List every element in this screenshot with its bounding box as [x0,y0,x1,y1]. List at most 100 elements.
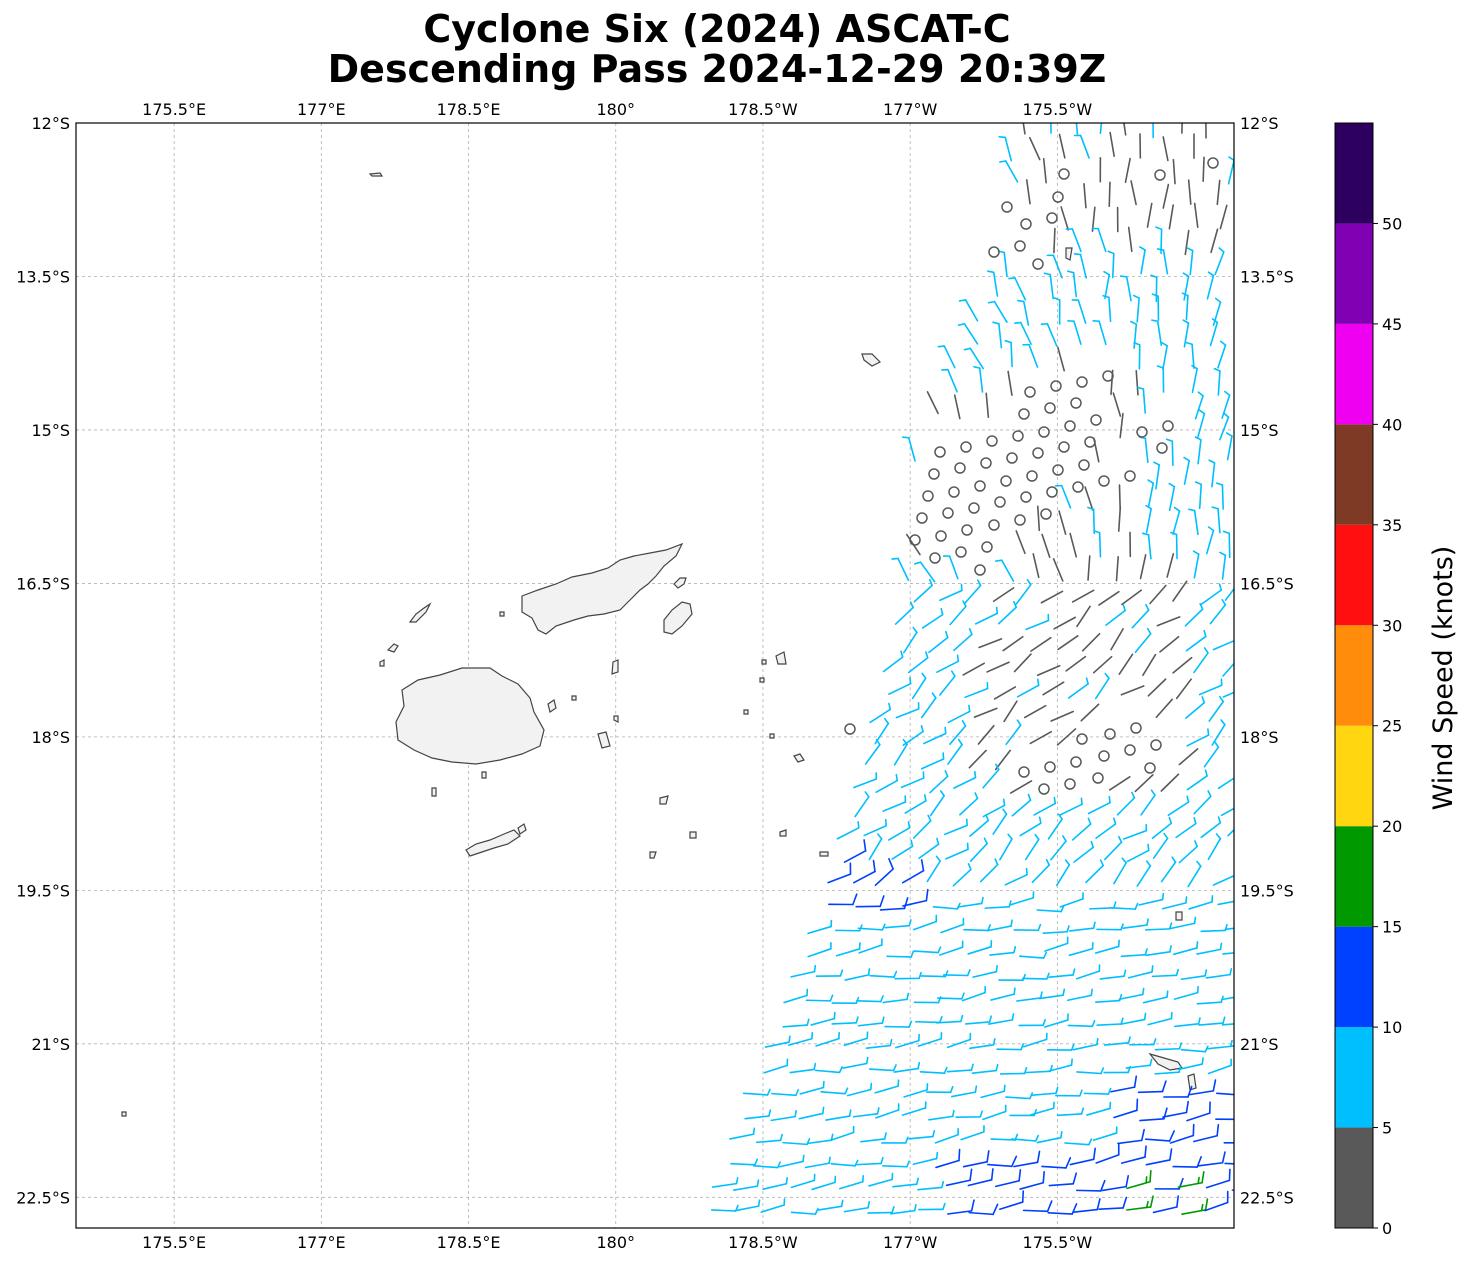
wind-barb [1059,892,1084,908]
wind-barb [1166,553,1175,578]
wind-barb [1175,817,1197,839]
wind-barb [941,368,958,393]
wind-barb [1080,703,1100,722]
wind-barb [1120,1012,1147,1025]
wind-barb [1053,297,1061,325]
wind-barb [835,942,861,957]
wind-barb [1120,685,1145,696]
wind-barb [1112,392,1122,417]
wind-barb [1050,710,1075,722]
island-kabara [779,829,787,837]
wind-barb [903,1083,929,1098]
calm-wind-circle [1136,426,1148,438]
wind-barb [1128,1038,1157,1046]
wind-barb [1009,780,1033,794]
wind-barb [1053,616,1077,630]
wind-barb [1117,506,1122,532]
wind-barb [920,752,945,770]
wind-barb [1151,293,1160,321]
wind-barb [957,322,979,345]
wind-barb [1067,677,1089,699]
wind-barb [952,863,972,887]
wind-barb [1165,438,1174,467]
calm-wind-circle [942,507,954,519]
wind-barb [790,1207,819,1215]
wind-barb [1187,508,1199,536]
wind-barb [1025,613,1050,631]
calm-wind-circle [929,552,941,564]
wind-barb [1167,795,1190,816]
wind-barb [1193,1124,1220,1143]
wind-barb [1126,843,1150,863]
wind-barb [939,940,964,956]
wind-barb [1058,133,1066,159]
colorbar-bin [1335,223,1373,324]
wind-barb [978,638,1003,649]
wind-barb [1036,905,1065,913]
island-waya [386,643,399,653]
wind-barb [1005,719,1022,746]
wind-barb [820,1087,849,1095]
calm-wind-circle [1124,744,1136,756]
wind-barb [799,1080,825,1095]
wind-barb [985,392,990,419]
wind-barb [853,772,878,789]
wind-barb [967,1168,994,1187]
wind-barb [846,1082,873,1097]
wind-barb [939,670,956,696]
wind-barb [814,1066,843,1074]
bottom-lon-tick-label: 180° [596,1233,635,1252]
wind-barb [1187,179,1192,205]
wind-barb [1024,833,1040,861]
wind-barb [1054,484,1072,509]
island-kadavu [465,829,521,857]
map-gridlines [76,122,1234,1228]
wind-barb [817,1199,844,1211]
wind-barb [936,992,965,1000]
calm-wind-circle [1052,464,1064,476]
wind-barb [1161,896,1188,910]
wind-barb [999,833,1013,861]
wind-barb [1139,1107,1168,1122]
island-small-7 [481,771,487,779]
wind-barb [1115,555,1120,582]
wind-barb [1213,367,1221,396]
map-frame [75,122,1235,1229]
wind-barb [1081,632,1101,652]
wind-barb [810,1011,836,1026]
island-small-3 [759,677,765,683]
wind-barb [1094,939,1120,954]
wind-barb [1227,156,1234,185]
wind-barb [762,1176,788,1190]
wind-barb [901,859,925,884]
calm-wind-circle [1032,447,1044,459]
wind-barb [1220,807,1234,817]
wind-barb [947,738,963,765]
wind-barb [1224,927,1234,931]
calm-wind-circle [1072,481,1084,493]
wind-barb [1222,952,1234,955]
wind-barb [1110,902,1139,910]
wind-barb [969,837,988,862]
wind-barb [1207,833,1222,861]
wind-barb [907,651,929,674]
wind-barb [1059,797,1083,816]
calm-wind-circle [981,541,993,553]
wind-barb [929,790,945,817]
wind-barb [1076,605,1091,628]
wind-barb [984,900,1012,909]
colorbar-tick-label: 5 [1382,1119,1392,1138]
island-taveuni [663,601,693,635]
wind-barb [959,792,979,816]
island-ovalau [547,699,557,713]
calm-wind-circle [916,512,928,524]
wind-barb [1018,1018,1046,1027]
calm-wind-circle [1084,436,1096,448]
wind-barb [868,1064,897,1072]
wind-barb [1041,1157,1072,1169]
wind-barb [946,1063,974,1073]
wind-barb [1048,1172,1078,1187]
calm-wind-circle [1038,783,1050,795]
wind-barb [917,1180,945,1191]
